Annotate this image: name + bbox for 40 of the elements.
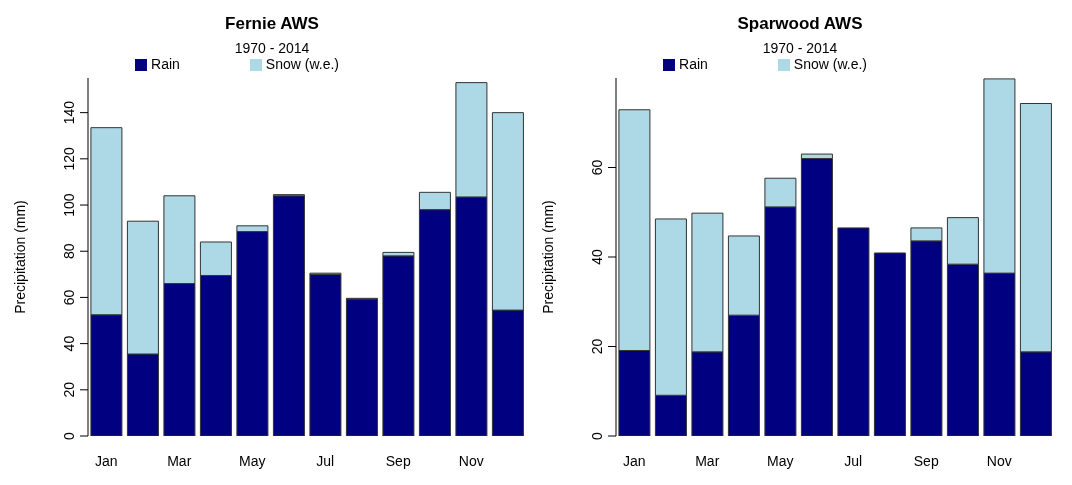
- x-tick-label: Jul: [844, 452, 863, 469]
- bar: [382, 255, 415, 436]
- x-tick-label: Mar: [167, 452, 192, 469]
- chart-title: Fernie AWS: [224, 14, 320, 34]
- x-tick-label: May: [767, 452, 794, 469]
- bar: [345, 298, 378, 436]
- y-tick-label: 20: [61, 381, 77, 398]
- chart-title: Sparwood AWS: [736, 14, 864, 34]
- x-tick-label: May: [239, 452, 266, 469]
- y-tick-label: 100: [61, 193, 77, 217]
- y-tick-label: 60: [61, 289, 77, 306]
- x-tick-label: Sep: [385, 452, 411, 469]
- chart-subtitle: 1970 - 2014: [761, 40, 839, 56]
- bar: [309, 273, 342, 436]
- legend-label: Snow (w.e.): [265, 56, 339, 72]
- y-tick-label: 60: [589, 159, 605, 176]
- y-axis-title: Precipitation (mm): [539, 200, 556, 314]
- y-tick-label: 140: [61, 100, 77, 125]
- x-tick-label: Nov: [986, 452, 1012, 469]
- y-tick-label: 20: [589, 338, 605, 355]
- y-tick-label: 40: [61, 335, 77, 352]
- chart-subtitle: 1970 - 2014: [233, 40, 311, 56]
- x-tick-label: Nov: [458, 452, 484, 469]
- y-tick-label: 120: [61, 146, 77, 171]
- x-tick-label: Jan: [94, 452, 118, 469]
- x-tick-label: Mar: [695, 452, 720, 469]
- y-tick-label: 40: [589, 249, 605, 265]
- y-tick-label: 80: [61, 243, 77, 260]
- x-tick-label: Jul: [316, 452, 335, 469]
- y-tick-label: 0: [61, 431, 77, 440]
- bar: [272, 195, 305, 436]
- y-tick-label: 0: [589, 431, 605, 440]
- legend-label: Rain: [151, 56, 180, 72]
- bar: [873, 252, 906, 436]
- legend-label: Rain: [679, 56, 708, 72]
- x-tick-label: Sep: [913, 452, 939, 469]
- y-axis-title: Precipitation (mm): [11, 200, 28, 314]
- legend-label: Snow (w.e.): [793, 56, 867, 72]
- bar: [837, 227, 870, 436]
- x-tick-label: Jan: [622, 452, 646, 469]
